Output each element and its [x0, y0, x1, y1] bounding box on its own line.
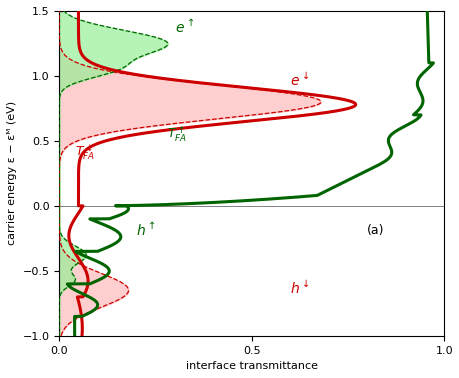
Y-axis label: carrier energy ε − εᴹ (eV): carrier energy ε − εᴹ (eV)	[7, 101, 17, 245]
Text: (a): (a)	[366, 225, 384, 237]
Text: $e^{\uparrow}$: $e^{\uparrow}$	[174, 19, 194, 36]
Text: $T_{FA}^{\uparrow}$: $T_{FA}^{\uparrow}$	[167, 124, 187, 144]
Text: $h^{\uparrow}$: $h^{\uparrow}$	[136, 222, 156, 239]
Text: $T_{FA}^{\downarrow}$: $T_{FA}^{\downarrow}$	[74, 143, 95, 162]
Text: $h^{\downarrow}$: $h^{\downarrow}$	[290, 280, 309, 297]
X-axis label: interface transmittance: interface transmittance	[185, 361, 317, 371]
Text: $e^{\downarrow}$: $e^{\downarrow}$	[290, 72, 309, 89]
